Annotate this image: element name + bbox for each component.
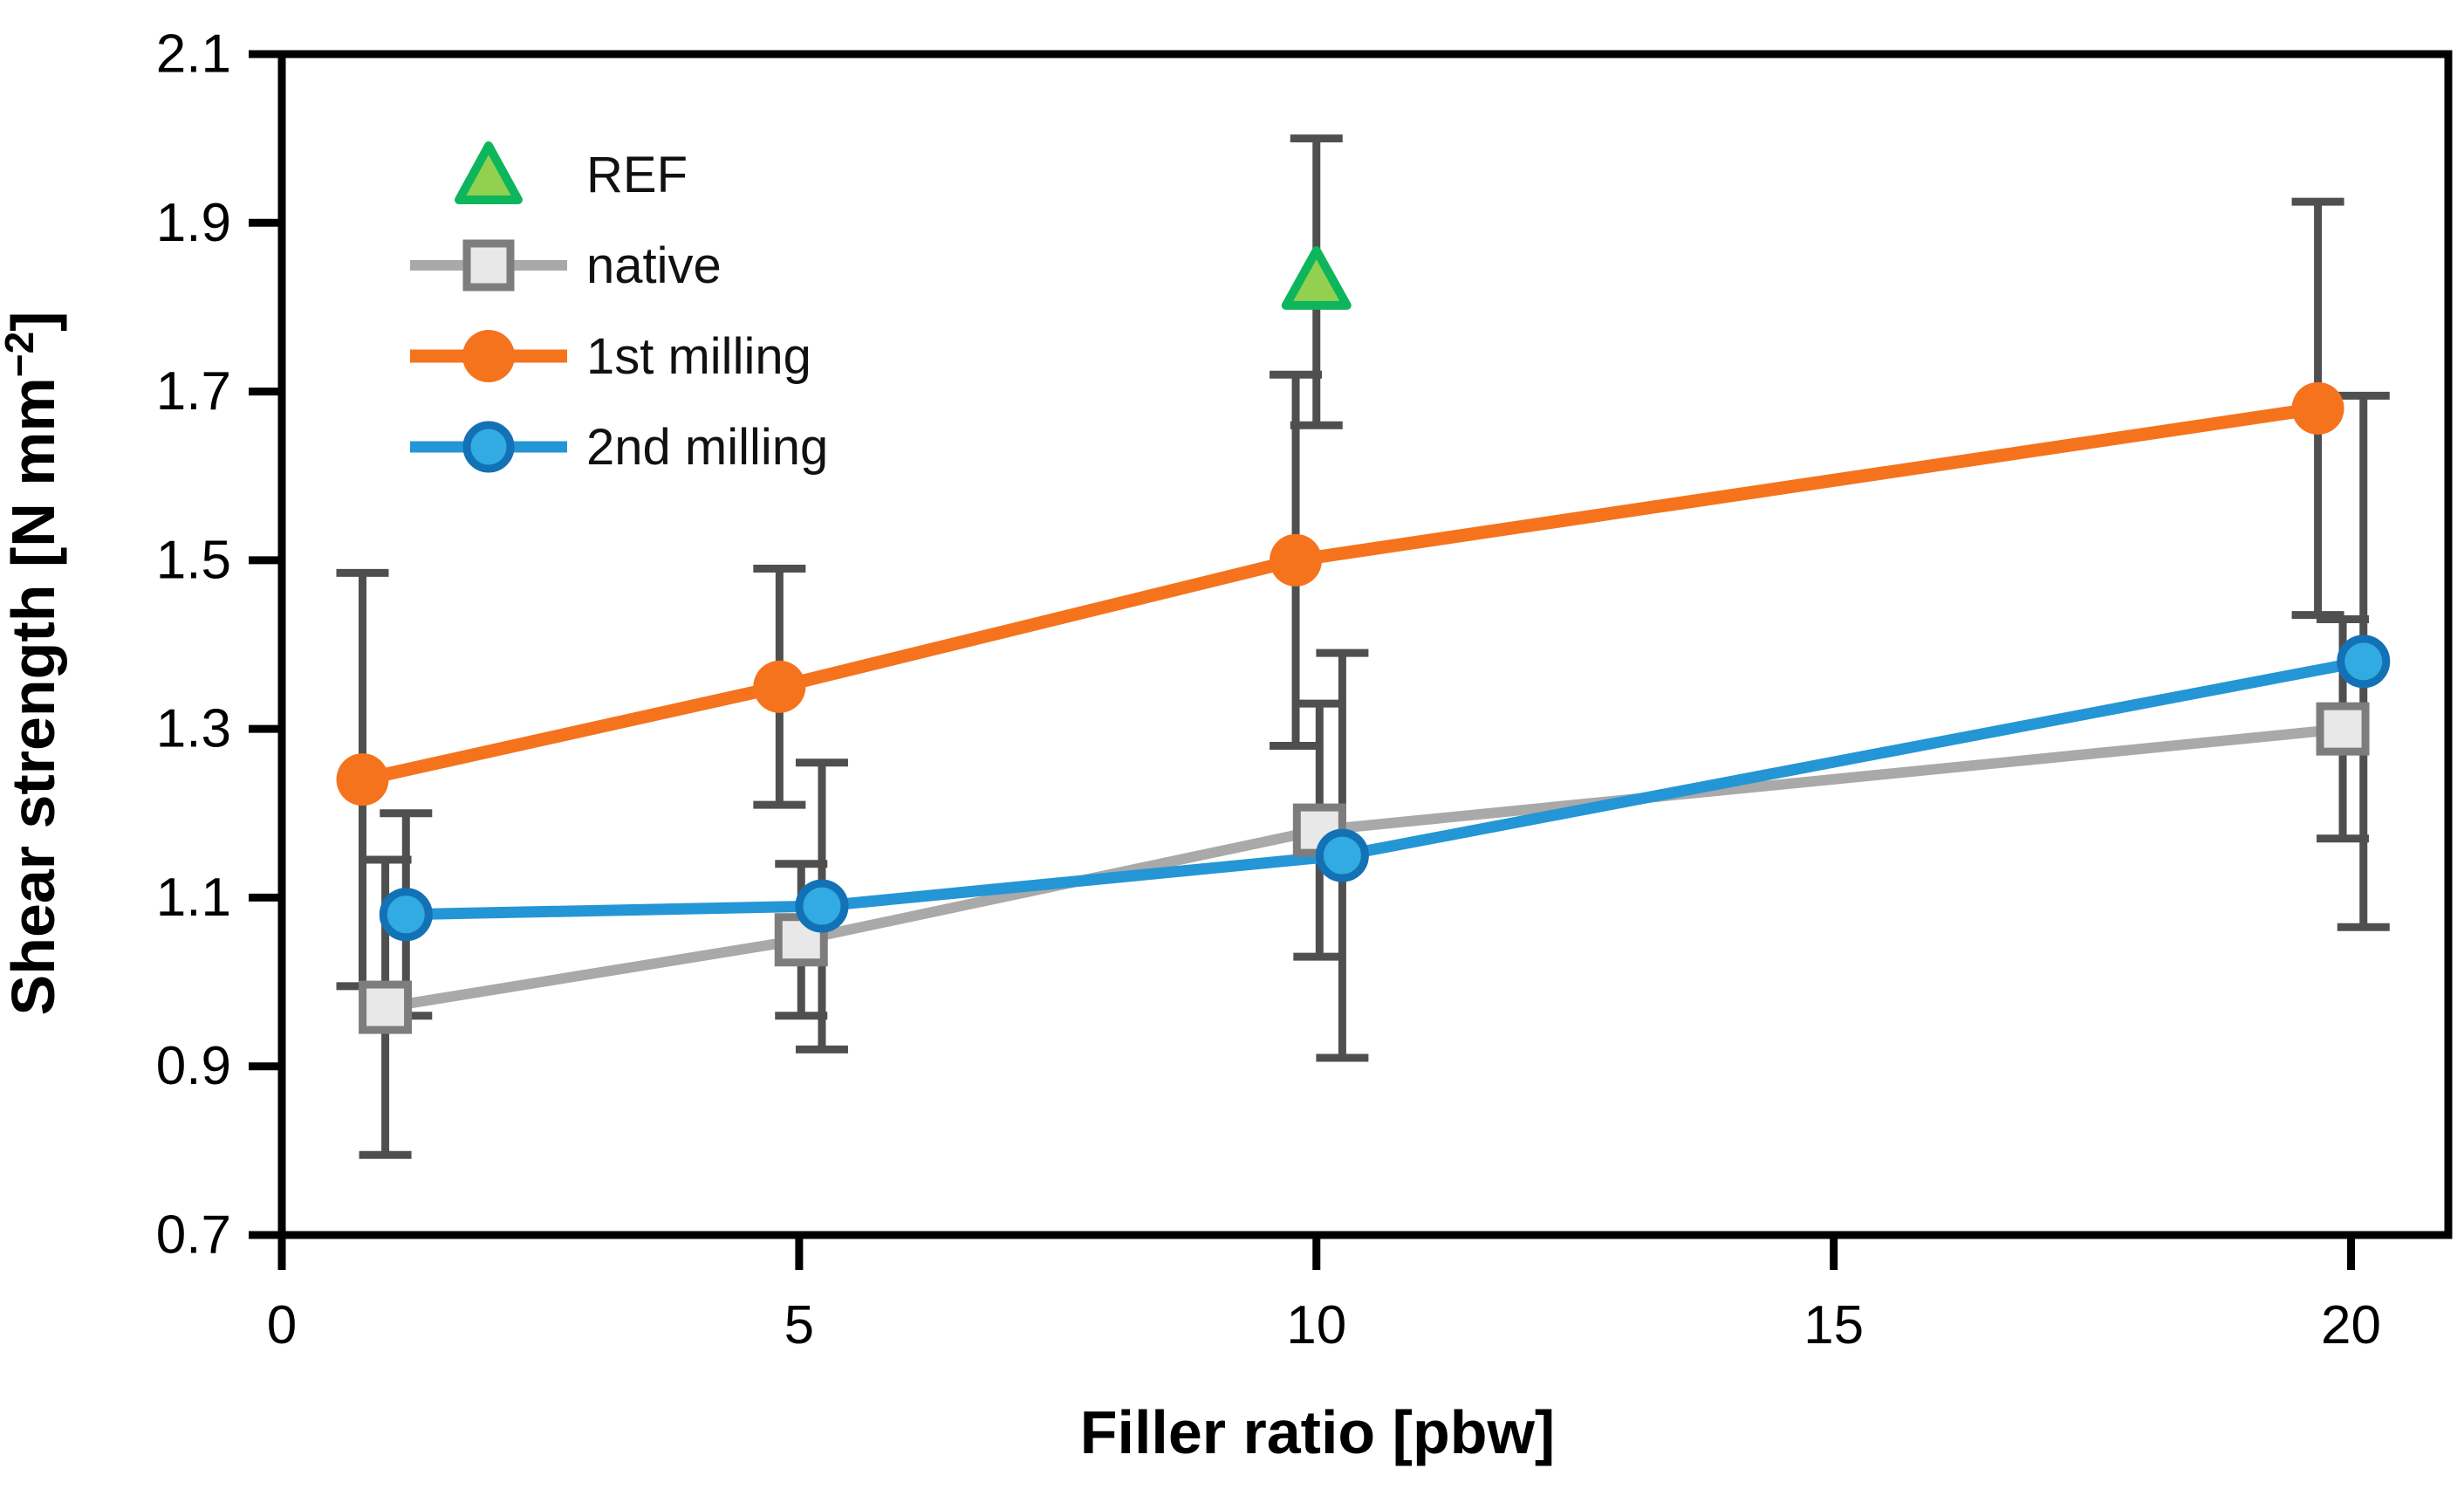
marker-1st-milling — [1270, 533, 1323, 587]
legend-label-2nd-milling: 2nd milling — [586, 419, 828, 476]
triangle-marker-icon — [455, 141, 523, 204]
x-tick-label: 10 — [1286, 1295, 1346, 1355]
marker-2nd-milling — [2337, 635, 2391, 689]
legend-item-1st-milling: 1st milling — [410, 328, 811, 385]
marker-1st-milling — [753, 660, 806, 713]
x-tick-label: 20 — [2321, 1295, 2381, 1355]
plot-area: 0.7 0.9 1.1 1.3 1.5 1.7 1.9 2.1 0 5 10 15 20 — [156, 24, 2453, 1355]
marker-1st-milling — [336, 753, 389, 806]
y-tick-label: 1.7 — [156, 361, 231, 422]
marker-native — [2316, 702, 2370, 756]
x-tick-label: 5 — [784, 1295, 814, 1355]
series-line-1st-milling — [355, 401, 2325, 786]
circle-outlined-marker-icon — [462, 421, 515, 473]
square-marker-icon — [462, 239, 515, 292]
y-tick-label: 1.1 — [156, 868, 231, 928]
marker-2nd-milling — [795, 879, 849, 933]
y-tick-label: 1.5 — [156, 530, 231, 590]
marker-2nd-milling — [1315, 828, 1369, 882]
legend: REF native 1st milling 2nd milling — [410, 141, 828, 476]
legend-label-native: native — [586, 237, 722, 294]
marker-native — [359, 980, 413, 1034]
legend-item-2nd-milling: 2nd milling — [410, 419, 828, 476]
y-tick-label: 1.3 — [156, 699, 231, 759]
marker-1st-milling — [2291, 381, 2344, 435]
legend-label-1st-milling: 1st milling — [586, 328, 811, 385]
y-tick-label: 0.9 — [156, 1036, 231, 1096]
y-axis-title: Shear strength [N mm−2] — [0, 311, 67, 1015]
x-tick-label: 15 — [1804, 1295, 1864, 1355]
marker-REF — [1281, 245, 1352, 310]
y-tick-label: 2.1 — [156, 24, 231, 85]
plot-frame — [277, 50, 2453, 1239]
x-tick-label: 0 — [267, 1295, 297, 1355]
marker-2nd-milling — [379, 888, 433, 942]
y-tick-label: 0.7 — [156, 1205, 231, 1266]
legend-item-ref: REF — [455, 141, 688, 204]
legend-item-native: native — [410, 237, 722, 294]
circle-marker-icon — [462, 330, 515, 382]
x-axis-title: Filler ratio [pbw] — [1080, 1398, 1555, 1466]
y-tick-label: 1.9 — [156, 193, 231, 253]
series-line-2nd-milling — [400, 655, 2370, 921]
legend-label-ref: REF — [586, 147, 688, 203]
